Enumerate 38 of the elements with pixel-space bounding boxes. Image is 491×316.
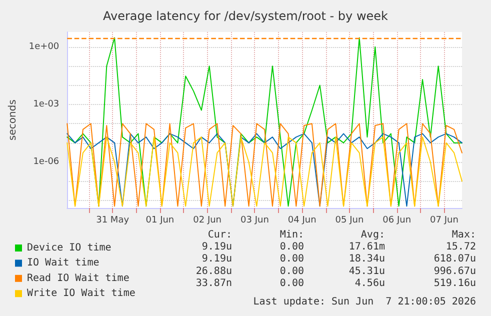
y-axis-title: seconds: [8, 100, 18, 140]
x-tick-label: 04 Jun: [288, 216, 316, 226]
text: 519.16u: [434, 278, 476, 290]
text: 0.00: [280, 266, 304, 277]
text: Avg:: [360, 230, 385, 240]
x-tick-label: 31 May: [96, 216, 130, 226]
text: 0.00: [280, 254, 304, 265]
text: 18.34u: [348, 254, 385, 265]
text: 9.19u: [202, 254, 232, 265]
text: 0.00: [280, 278, 304, 290]
text: 9.19u: [202, 242, 232, 252]
text: 996.67u: [434, 266, 476, 277]
x-tick-label: 02 Jun: [193, 216, 222, 226]
text: 4.56u: [354, 278, 385, 290]
text: 15.72: [446, 242, 476, 252]
text: Max:: [452, 230, 476, 240]
x-tick-label: 01 Jun: [146, 216, 174, 226]
x-tick-label: 06 Jun: [382, 216, 412, 226]
text: Last update: Sun Jun 7 21:00:05 2026: [253, 296, 476, 308]
y-tick-label: 1e-06: [33, 157, 60, 168]
legend-label: Read IO Wait time: [27, 272, 130, 284]
text: 45.31u: [348, 266, 385, 277]
text: 0.00: [280, 242, 304, 252]
legend-label: IO Wait time: [27, 258, 100, 269]
text: 33.87n: [196, 278, 232, 290]
x-tick-label: 07 Jun: [430, 216, 458, 226]
legend-label: Device IO time: [27, 242, 112, 254]
text: 26.88u: [196, 266, 232, 277]
chart-title: Average latency for /dev/system/root - by week: [103, 9, 388, 23]
x-tick-label: 03 Jun: [240, 216, 269, 226]
text: Min:: [280, 230, 304, 240]
legend-label: Write IO Wait time: [27, 288, 136, 300]
x-tick-label: 05 Jun: [335, 216, 364, 226]
text: Cur:: [208, 230, 232, 240]
text: 17.61m: [348, 242, 385, 252]
text: 618.07u: [434, 254, 476, 265]
y-tick-label: 1e+00: [28, 42, 60, 52]
y-tick-label: 1e-03: [33, 99, 60, 110]
